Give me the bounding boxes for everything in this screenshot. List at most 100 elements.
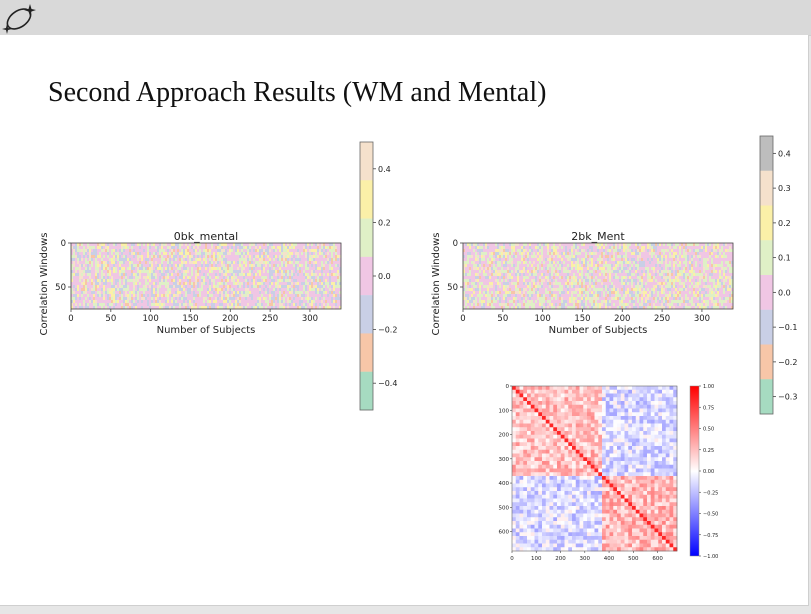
chart-0bk-cell — [237, 297, 240, 301]
chart-0bk-cell — [279, 261, 282, 265]
chart-2bk-cell — [511, 246, 514, 250]
chart-2bk-cell — [537, 303, 540, 307]
chart-2bk-cell — [527, 258, 530, 262]
chart-2bk-cell — [607, 291, 610, 295]
chart-0bk-cell — [269, 303, 272, 307]
chart-2bk-cell — [579, 306, 582, 310]
chart-0bk-cell — [187, 297, 190, 301]
chart-0bk-cell — [283, 285, 286, 289]
chart-0bk-cell — [101, 264, 104, 268]
chart-0bk-cell — [79, 276, 82, 280]
chart-0bk-cell — [291, 294, 294, 298]
chart-2bk-cell — [577, 243, 580, 247]
chart-2bk-cell — [567, 282, 570, 286]
chart-2bk-cell — [621, 282, 624, 286]
chart-0bk-cell — [125, 243, 128, 247]
chart-2bk-cell — [513, 291, 516, 295]
chart-0bk-cell — [191, 282, 194, 286]
chart-2bk-cell — [505, 294, 508, 298]
chart-2bk-cell — [467, 243, 470, 247]
chart-0bk-cell — [107, 297, 110, 301]
chart-0bk-cell — [331, 258, 334, 262]
chart-2bk-cell — [607, 276, 610, 280]
chart-0bk-cell — [77, 246, 80, 250]
colorbar-0bk-segment — [360, 295, 373, 334]
chart-0bk-cell — [125, 255, 128, 259]
chart-2bk-cell — [625, 294, 628, 298]
chart-0bk-cell — [111, 279, 114, 283]
chart-0bk-cell — [207, 300, 210, 304]
chart-0bk-cell — [283, 255, 286, 259]
chart-2bk-cell — [587, 249, 590, 253]
chart-0bk-cell — [119, 252, 122, 256]
chart-0bk-cell — [291, 252, 294, 256]
chart-2bk-cell — [503, 297, 506, 301]
chart-2bk-cell — [589, 258, 592, 262]
chart-0bk-cell — [111, 288, 114, 292]
chart-2bk-cell — [629, 300, 632, 304]
chart-0bk-cell — [335, 255, 338, 259]
chart-2bk-cell — [611, 264, 614, 268]
chart-2bk-cell — [477, 306, 480, 310]
chart-0bk-cell — [207, 291, 210, 295]
chart-0bk-cell — [143, 285, 146, 289]
chart-0bk-cell — [139, 264, 142, 268]
chart-0bk-cell — [209, 294, 212, 298]
chart-0bk-cell — [219, 246, 222, 250]
chart-0bk-cell — [83, 267, 86, 271]
chart-2bk-cell — [517, 258, 520, 262]
chart-2bk-cell — [607, 273, 610, 277]
chart-2bk-cell — [513, 285, 516, 289]
chart-0bk-cell — [211, 294, 214, 298]
chart-2bk-cell — [581, 270, 584, 274]
chart-0bk-cell — [319, 261, 322, 265]
chart-2bk-cell — [469, 279, 472, 283]
chart-2bk-cell — [639, 297, 642, 301]
chart-2bk-cell — [491, 276, 494, 280]
chart-2bk-cell — [487, 258, 490, 262]
chart-0bk-cell — [289, 255, 292, 259]
chart-2bk-cell — [637, 273, 640, 277]
chart-0bk-cell — [93, 282, 96, 286]
chart-2bk-cell — [609, 276, 612, 280]
chart-2bk-cell — [495, 297, 498, 301]
chart-2bk-cell — [511, 243, 514, 247]
chart-0bk-cell — [203, 276, 206, 280]
chart-2bk-cell — [559, 297, 562, 301]
chart-0bk-cell — [283, 270, 286, 274]
chart-0bk-cell — [161, 279, 164, 283]
chart-0bk-cell — [155, 273, 158, 277]
chart-0bk-cell — [245, 288, 248, 292]
chart-2bk-cell — [555, 255, 558, 259]
chart-0bk-cell — [165, 288, 168, 292]
chart-2bk-cell — [525, 300, 528, 304]
chart-0bk-cell — [129, 267, 132, 271]
chart-0bk-cell — [317, 249, 320, 253]
chart-2bk-cell — [463, 264, 466, 268]
chart-2bk-cell — [639, 300, 642, 304]
chart-2bk-cell — [561, 270, 564, 274]
chart-0bk-cell — [185, 255, 188, 259]
chart-2bk-cell — [545, 285, 548, 289]
chart-0bk-cell — [331, 303, 334, 307]
chart-2bk-cell — [503, 288, 506, 292]
chart-2bk-cell — [571, 273, 574, 277]
chart-0bk-cell — [311, 243, 314, 247]
chart-0bk-cell — [265, 294, 268, 298]
chart-2bk-cell — [543, 288, 546, 292]
chart-0bk-cell — [291, 267, 294, 271]
chart-2bk-cell — [497, 267, 500, 271]
chart-0bk-cell — [105, 285, 108, 289]
chart-0bk-cell — [307, 297, 310, 301]
chart-2bk-cell — [561, 267, 564, 271]
chart-0bk-ylabel: Correlation Windows — [39, 233, 50, 336]
chart-0bk-cell — [275, 279, 278, 283]
chart-0bk-cell — [83, 252, 86, 256]
chart-2bk-cell — [625, 246, 628, 250]
chart-2bk-cell — [563, 273, 566, 277]
chart-0bk-cell — [213, 270, 216, 274]
chart-0bk-cell — [211, 297, 214, 301]
chart-2bk-cell — [503, 273, 506, 277]
chart-2bk-cell — [555, 300, 558, 304]
chart-2bk-cell — [615, 264, 618, 268]
